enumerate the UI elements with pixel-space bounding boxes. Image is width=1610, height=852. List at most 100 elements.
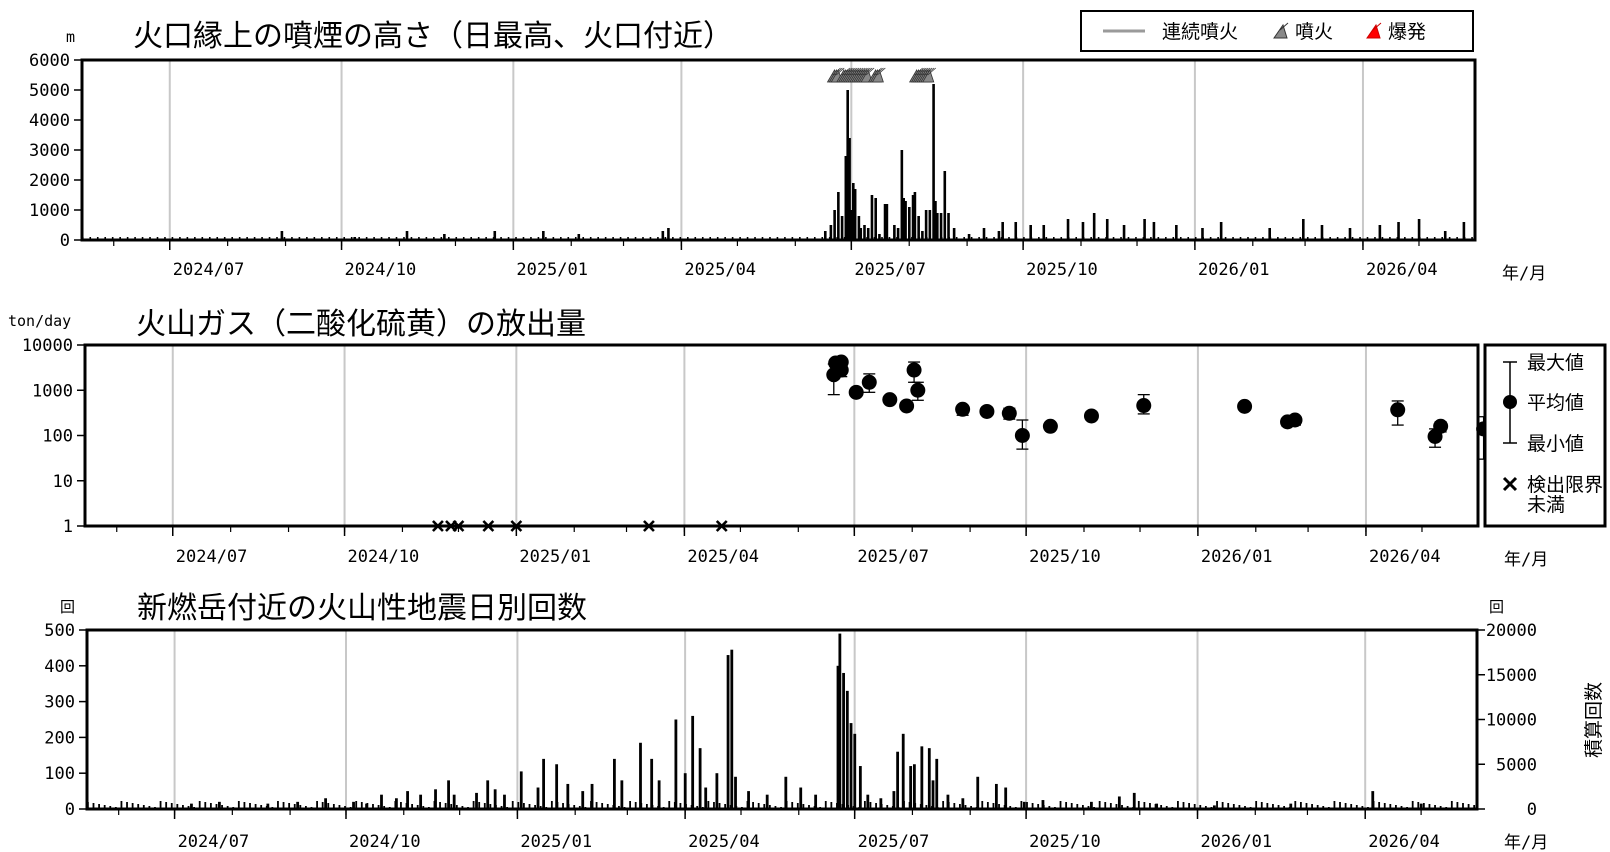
quake-x-tick-label: 2026/01 bbox=[1201, 832, 1273, 852]
so2-mean-point bbox=[1083, 408, 1099, 424]
so2-legend-box bbox=[1483, 343, 1607, 528]
quake-baseline-bar bbox=[1037, 804, 1040, 809]
so2-grid bbox=[171, 345, 1367, 526]
plume-bar bbox=[1066, 219, 1070, 240]
quake-baseline-bar bbox=[534, 805, 536, 809]
quake-baseline-bar bbox=[1462, 803, 1464, 809]
plume-bar bbox=[661, 231, 665, 240]
legend-continuous: 連続噴火 bbox=[1162, 21, 1238, 43]
quake-baseline-bar bbox=[1316, 805, 1319, 809]
plume-bar bbox=[1462, 222, 1466, 240]
legend-mean-dot-icon bbox=[1503, 395, 1517, 409]
plume-eruption-mark bbox=[922, 67, 937, 83]
quake-baseline-bar bbox=[1160, 805, 1163, 809]
quake-x-tick-label: 2024/10 bbox=[349, 832, 421, 852]
so2-x-tick-label: 2025/04 bbox=[687, 547, 759, 567]
so2-mean-point bbox=[1237, 398, 1253, 414]
quake-baseline-bar bbox=[606, 804, 609, 809]
quake-baseline-bar bbox=[327, 803, 330, 809]
quake-bar bbox=[434, 789, 437, 809]
earthquake-panel: 回 回 新燃岳付近の火山性地震日別回数 500 400 300 200 100 0 200… bbox=[44, 591, 1605, 852]
quake-bar bbox=[581, 791, 585, 809]
quake-baseline-bar bbox=[1115, 804, 1118, 809]
quake-bar bbox=[1041, 800, 1045, 809]
quake-cumulative-polyline bbox=[87, 641, 1477, 809]
explosion-icon bbox=[1366, 22, 1382, 39]
quake-baseline-bar bbox=[550, 801, 553, 809]
quake-baseline-bar bbox=[360, 802, 363, 809]
quake-x-tick-label: 2026/04 bbox=[1368, 832, 1440, 852]
quake-baseline-bar bbox=[1383, 803, 1386, 809]
quake-bar bbox=[657, 780, 661, 809]
quake-bar bbox=[380, 794, 383, 809]
quake-bar bbox=[842, 672, 845, 809]
quake-baseline-bar bbox=[1199, 805, 1202, 809]
plume-bar bbox=[1001, 222, 1004, 240]
quake-bar bbox=[486, 780, 490, 809]
legend-mean: 平均値 bbox=[1527, 392, 1584, 414]
quake-baseline-bar bbox=[293, 804, 296, 809]
quake-baseline-bar bbox=[601, 803, 604, 809]
quake-baseline-bar bbox=[444, 803, 447, 809]
plume-y-tick-label: 1000 bbox=[29, 201, 70, 221]
quake-baseline-bar bbox=[1076, 804, 1079, 809]
quake-baseline-bar bbox=[478, 802, 481, 809]
quake-baseline-bar bbox=[1294, 801, 1297, 809]
so2-x-tick-label: 2025/10 bbox=[1029, 547, 1101, 567]
quake-bar bbox=[784, 776, 788, 809]
quake-bar bbox=[879, 798, 883, 809]
plume-bar bbox=[908, 207, 911, 240]
so2-title: 火山ガス（二酸化硫黄）の放出量 bbox=[136, 307, 586, 342]
plume-x-tick-label: 2025/01 bbox=[516, 260, 588, 280]
plume-bar bbox=[885, 204, 889, 240]
quake-baseline-bar bbox=[1467, 804, 1470, 809]
quake-bar bbox=[683, 773, 687, 809]
quake-grid bbox=[173, 630, 1367, 809]
plume-bar bbox=[911, 195, 915, 240]
quake-baseline-bar bbox=[249, 803, 251, 809]
plume-bar bbox=[870, 195, 874, 240]
plume-eruption-mark bbox=[871, 67, 886, 83]
plume-bars bbox=[82, 84, 1477, 240]
quake-baseline-bar bbox=[1260, 802, 1263, 809]
quake-baseline-bar bbox=[511, 801, 514, 809]
quake-baseline-bar bbox=[1104, 802, 1107, 809]
quake-baseline-bar bbox=[595, 802, 598, 809]
quake-baseline-bar bbox=[1065, 802, 1068, 809]
quake-baseline-bar bbox=[316, 801, 318, 809]
quake-baseline-bar bbox=[282, 802, 285, 809]
plume-bar bbox=[896, 228, 900, 240]
plume-x-tick-label: 2024/07 bbox=[173, 260, 245, 280]
quake-x-tick-label: 2025/07 bbox=[858, 832, 930, 852]
quake-baseline-bar bbox=[830, 802, 833, 809]
so2-y-tick-label: 1 bbox=[63, 517, 73, 537]
quake-bar bbox=[324, 798, 327, 809]
quake-baseline-bar bbox=[1149, 803, 1151, 809]
quake-baseline-bar bbox=[1339, 802, 1341, 809]
so2-mean-point bbox=[1042, 418, 1058, 434]
quake-y-ticks: 500 400 300 200 100 0 bbox=[44, 621, 87, 820]
legend-below-limit-line: 検出限界 bbox=[1527, 474, 1603, 496]
quake-bar bbox=[1419, 803, 1423, 809]
quake-baseline-bar bbox=[1456, 802, 1459, 809]
quake-baseline-bar bbox=[1182, 802, 1185, 809]
quake-bar bbox=[365, 803, 368, 809]
quake-baseline-bar bbox=[629, 801, 632, 809]
quake-y-tick-label: 500 bbox=[44, 621, 75, 641]
quake-bar bbox=[814, 794, 818, 809]
legend-below-limit: 検出限界未満 bbox=[1527, 474, 1603, 516]
quake-y2-tick-label: 0 bbox=[1527, 800, 1537, 820]
quake-baseline-bar bbox=[489, 804, 492, 809]
quake-baseline-bar bbox=[718, 803, 721, 809]
quake-baseline-bar bbox=[198, 801, 201, 809]
plume-bar bbox=[1122, 225, 1126, 240]
quake-baseline-bar bbox=[1143, 802, 1146, 809]
plume-bar bbox=[928, 210, 932, 240]
quake-baseline-bar bbox=[260, 805, 263, 809]
quake-x-ticks: 2024/07 2024/10 2025/01 2025/04 2025/07 2025/… bbox=[118, 809, 1440, 852]
plume-bar bbox=[921, 231, 924, 240]
so2-points bbox=[431, 354, 1492, 532]
quake-y-tick-label: 400 bbox=[44, 657, 75, 677]
quake-bar bbox=[1212, 805, 1216, 809]
